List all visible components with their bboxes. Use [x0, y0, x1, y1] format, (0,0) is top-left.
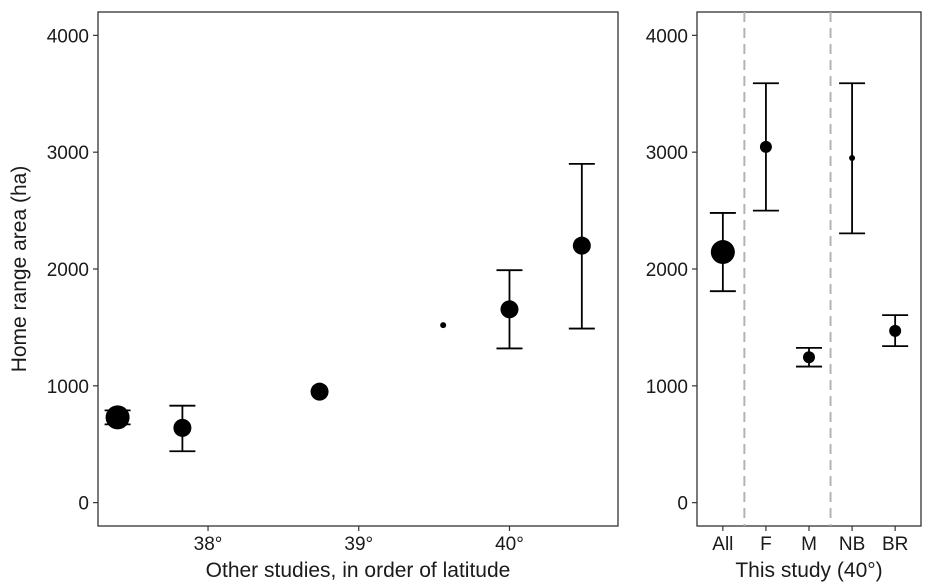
data-point	[310, 382, 329, 401]
data-point	[440, 322, 447, 329]
y-tick-label: 0	[677, 494, 688, 515]
left-x-axis: 38° 39° 40°	[194, 526, 524, 555]
y-tick-label: 0	[78, 494, 89, 515]
data-point	[849, 155, 856, 162]
data-point	[889, 324, 902, 337]
right-errorbars	[709, 82, 909, 368]
y-tick-label: 2000	[47, 260, 89, 281]
x-tick-label: 40°	[495, 534, 524, 555]
y-tick-label: 4000	[646, 26, 688, 47]
x-tick-label: NB	[839, 534, 865, 555]
left-panel: 0 1000 2000 3000 4000 38° 39° 40° Other studie…	[8, 11, 619, 582]
right-panel-frame	[696, 11, 922, 527]
x-tick-label: 38°	[194, 534, 223, 555]
y-tick-label: 3000	[646, 143, 688, 164]
left-x-axis-title: Other studies, in order of latitude	[206, 559, 511, 582]
x-tick-label: F	[760, 534, 772, 555]
data-point	[105, 405, 130, 430]
left-points	[105, 236, 591, 437]
x-tick-label: All	[712, 534, 733, 555]
x-tick-label: 39°	[344, 534, 373, 555]
right-x-axis-title: This study (40°)	[735, 559, 882, 582]
x-tick-label: M	[801, 534, 817, 555]
y-tick-label: 2000	[646, 260, 688, 281]
y-axis-title: Home range area (ha)	[8, 166, 31, 373]
right-y-axis: 0 1000 2000 3000 4000	[646, 26, 697, 515]
y-tick-label: 4000	[47, 26, 89, 47]
right-x-axis: All F M NB BR	[712, 526, 908, 555]
left-errorbars	[104, 162, 595, 453]
data-point	[710, 240, 735, 265]
left-panel-frame	[97, 11, 619, 527]
data-point	[572, 236, 591, 255]
y-tick-label: 1000	[646, 377, 688, 398]
y-tick-label: 1000	[47, 377, 89, 398]
data-point	[759, 140, 772, 153]
right-points	[710, 140, 902, 364]
y-tick-label: 3000	[47, 143, 89, 164]
right-separators	[743, 12, 832, 526]
data-point	[803, 351, 815, 364]
x-tick-label: BR	[882, 534, 908, 555]
data-point	[173, 418, 192, 437]
data-point	[500, 300, 519, 319]
left-y-axis: 0 1000 2000 3000 4000	[47, 26, 98, 515]
right-panel: 0 1000 2000 3000 4000 All F M NB BR This study (…	[646, 11, 922, 582]
